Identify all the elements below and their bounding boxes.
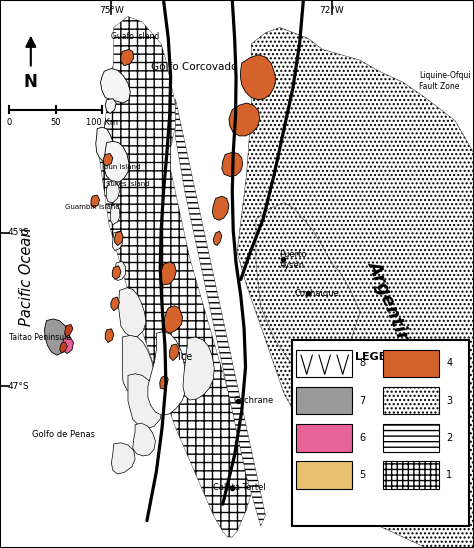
Bar: [383, 387, 439, 414]
Polygon shape: [222, 152, 243, 176]
Polygon shape: [105, 329, 114, 342]
Polygon shape: [121, 49, 134, 66]
Polygon shape: [100, 16, 251, 537]
Polygon shape: [100, 68, 130, 103]
Text: N: N: [24, 73, 38, 91]
Polygon shape: [237, 27, 474, 548]
Text: 3: 3: [446, 396, 452, 406]
Polygon shape: [164, 306, 182, 333]
Bar: [292, 340, 469, 526]
Polygon shape: [213, 231, 222, 246]
Polygon shape: [175, 99, 265, 526]
Polygon shape: [91, 195, 100, 208]
Bar: [296, 424, 352, 452]
Polygon shape: [133, 423, 155, 456]
Polygon shape: [62, 337, 73, 353]
Text: 5: 5: [359, 470, 365, 480]
Polygon shape: [128, 374, 162, 429]
Polygon shape: [60, 342, 67, 353]
Polygon shape: [45, 319, 70, 355]
Polygon shape: [110, 204, 120, 225]
Text: Argentina: Argentina: [364, 257, 418, 357]
Polygon shape: [64, 324, 73, 337]
Text: 1: 1: [446, 470, 452, 480]
Text: Ice: Ice: [178, 352, 192, 362]
Text: Puerto
Aysén: Puerto Aysén: [279, 250, 307, 270]
Polygon shape: [229, 103, 260, 136]
Text: 6: 6: [359, 433, 365, 443]
Polygon shape: [96, 127, 114, 163]
Bar: [296, 387, 352, 414]
Bar: [383, 350, 439, 377]
Text: 50: 50: [50, 118, 61, 127]
Text: Golfo de Penas: Golfo de Penas: [33, 430, 95, 438]
Text: Sukes Island: Sukes Island: [106, 181, 150, 186]
Polygon shape: [160, 262, 176, 285]
Polygon shape: [106, 181, 119, 203]
Polygon shape: [240, 55, 276, 100]
Text: 47°S: 47°S: [8, 382, 29, 391]
Text: 0: 0: [7, 118, 12, 127]
Polygon shape: [148, 332, 186, 415]
Polygon shape: [122, 335, 154, 395]
Text: LEGEND: LEGEND: [356, 352, 405, 362]
Text: 7: 7: [359, 396, 365, 406]
Polygon shape: [118, 288, 146, 337]
Bar: [296, 461, 352, 489]
Text: Taitao Peninsula: Taitao Peninsula: [9, 333, 72, 341]
Text: Pacific Ocean: Pacific Ocean: [18, 227, 34, 326]
Polygon shape: [256, 203, 360, 373]
Polygon shape: [105, 99, 116, 113]
Polygon shape: [111, 297, 119, 311]
Bar: [383, 461, 439, 489]
Polygon shape: [103, 153, 113, 166]
Polygon shape: [112, 231, 122, 250]
Polygon shape: [104, 141, 129, 182]
Text: 2: 2: [446, 433, 452, 443]
Polygon shape: [115, 261, 126, 281]
Polygon shape: [115, 231, 123, 246]
Text: Guambin Island: Guambin Island: [65, 204, 120, 209]
Polygon shape: [212, 196, 229, 220]
Polygon shape: [160, 375, 168, 389]
Text: 100 Km: 100 Km: [86, 118, 118, 127]
Text: 75°W: 75°W: [99, 7, 124, 15]
Bar: [383, 424, 439, 452]
Text: Caleta Tortel: Caleta Tortel: [213, 483, 266, 492]
Text: Cochrane: Cochrane: [234, 396, 273, 404]
Text: 4: 4: [446, 358, 452, 368]
Text: 45°S: 45°S: [8, 229, 29, 237]
Polygon shape: [112, 266, 121, 279]
Text: 8: 8: [359, 358, 365, 368]
Polygon shape: [183, 337, 214, 400]
Text: 72°W: 72°W: [319, 7, 344, 15]
Text: Coyhaique: Coyhaique: [294, 289, 339, 298]
Text: Guafo Island: Guafo Island: [111, 32, 159, 41]
Bar: [296, 350, 352, 377]
Polygon shape: [170, 344, 179, 361]
Text: Liquine-Ofqui
Fault Zone: Liquine-Ofqui Fault Zone: [419, 71, 471, 91]
Polygon shape: [111, 443, 135, 474]
Text: Golfo Corcovado: Golfo Corcovado: [151, 62, 237, 72]
Text: Ipun Island: Ipun Island: [102, 164, 140, 170]
